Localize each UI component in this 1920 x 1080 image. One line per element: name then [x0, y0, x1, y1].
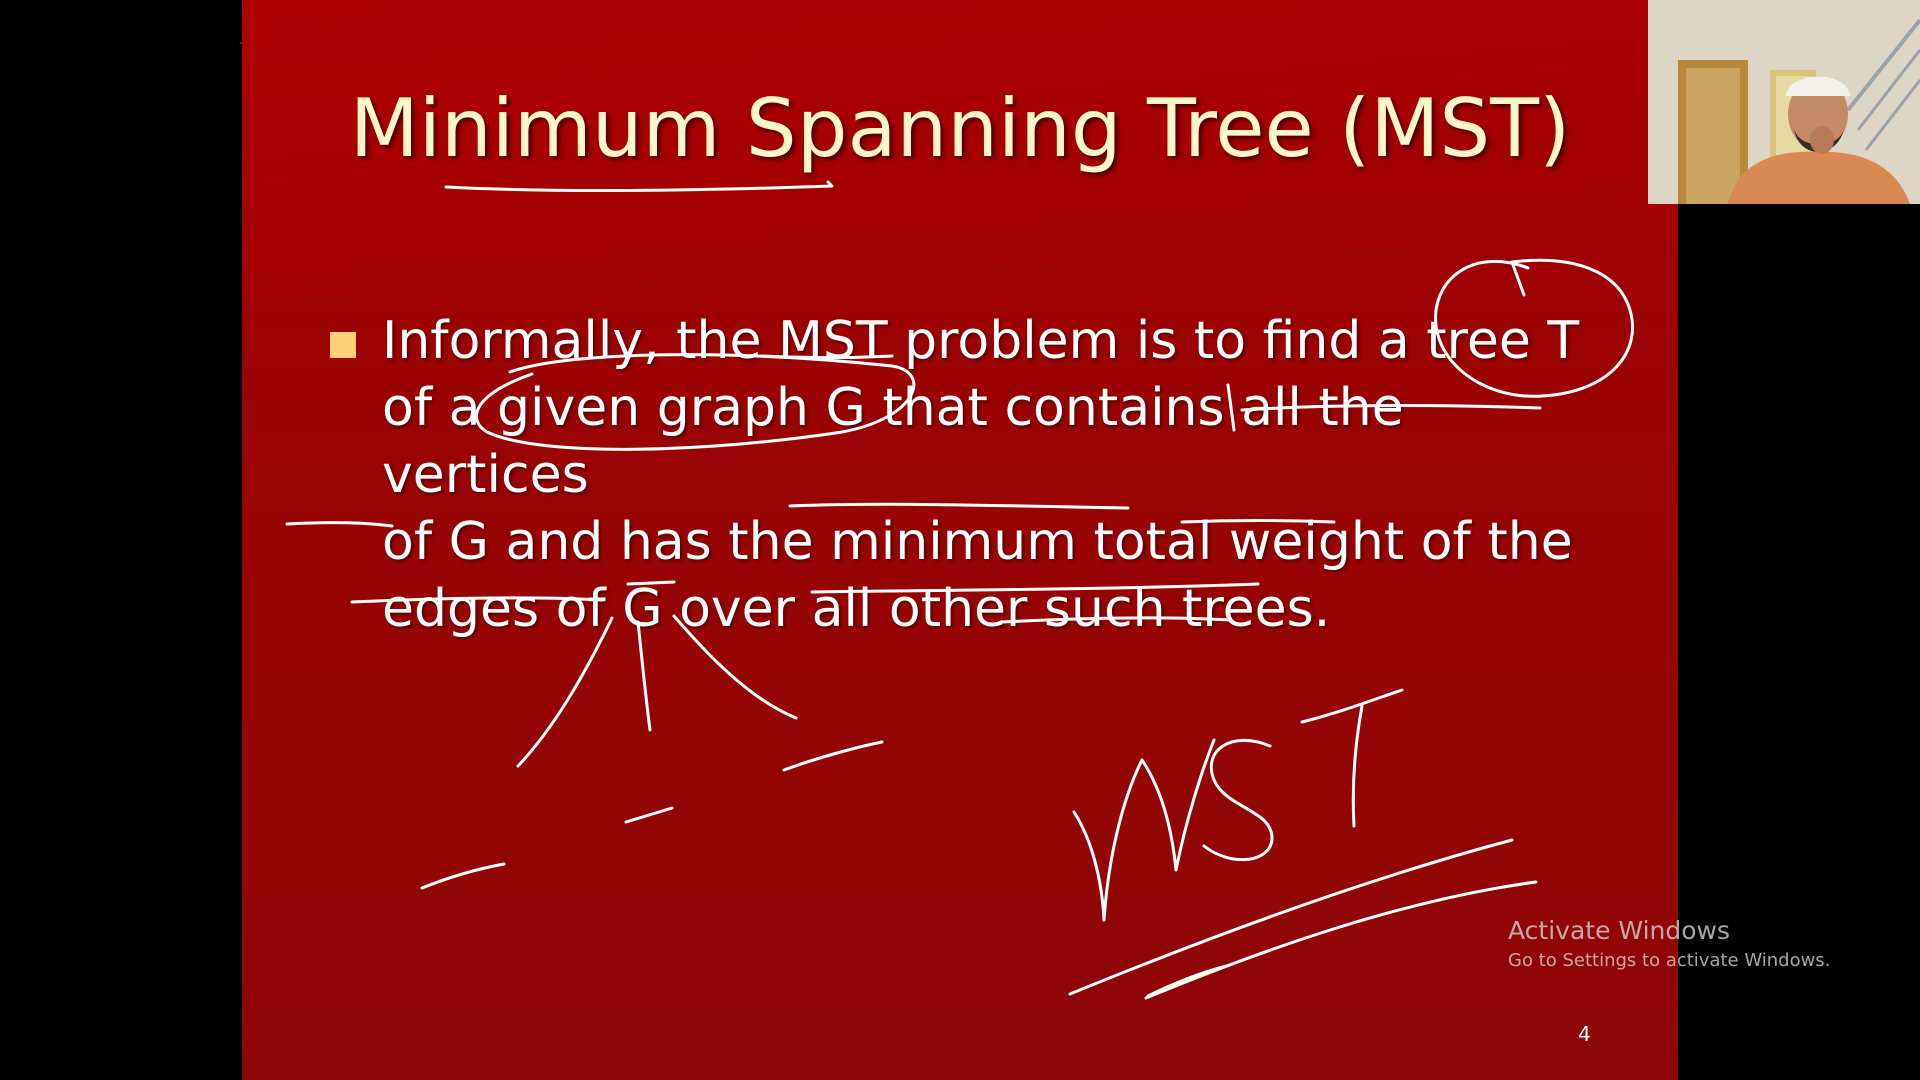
ink-mst-underline-2 [1144, 880, 1538, 1000]
ink-letter-t-bar [1300, 688, 1404, 724]
ink-mst-underline-1 [1068, 838, 1514, 996]
bullet-line-1: Informally, the MST problem is to find a… [382, 311, 1580, 371]
watermark-subtitle: Go to Settings to activate Windows. [1508, 950, 1831, 971]
bullet-line-2: of a given graph G that contains all the… [382, 378, 1404, 505]
slide-number: 4 [1578, 1022, 1591, 1046]
ink-dash-3 [420, 862, 506, 890]
ink-dash-of-g [285, 521, 394, 528]
ink-letter-m [1072, 738, 1216, 922]
activate-windows-watermark: Activate Windows Go to Settings to activ… [1508, 914, 1830, 974]
bullet-line-3: of G and has the minimum total weight of… [382, 512, 1573, 572]
ink-dash-2 [624, 806, 674, 824]
bullet-line-4: edges of G over all other such trees. [382, 579, 1331, 639]
square-bullet-icon [330, 332, 356, 358]
ink-mst-underline-3 [1146, 964, 1229, 998]
slide-title: Minimum Spanning Tree (MST) [349, 82, 1571, 175]
presentation-slide: Minimum Spanning Tree (MST) Informally, … [242, 0, 1678, 1080]
ink-letter-t-stem [1351, 704, 1364, 828]
webcam-scene [1648, 0, 1920, 204]
watermark-title: Activate Windows [1508, 916, 1730, 945]
webcam-video-feed[interactable] [1648, 0, 1920, 204]
ink-letter-s [1202, 738, 1274, 862]
ink-dash-1 [782, 740, 884, 772]
bullet-text: Informally, the MST problem is to find a… [382, 308, 1582, 643]
